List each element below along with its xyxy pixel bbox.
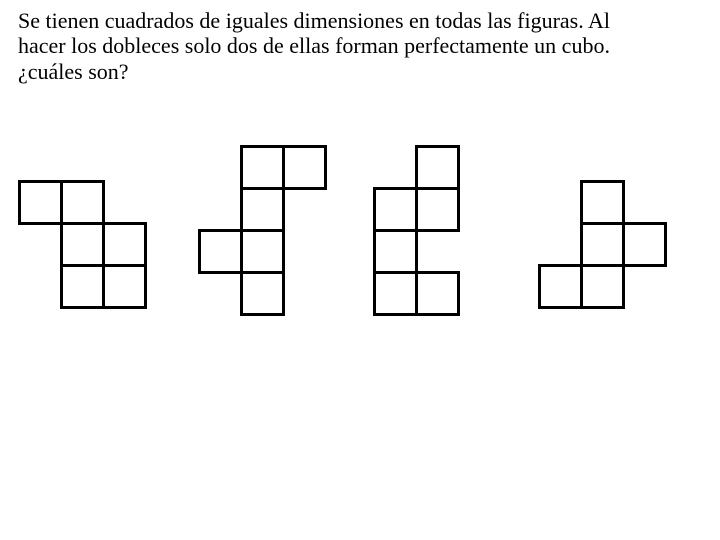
figure-3-cell: [415, 187, 460, 232]
figure-2-cell: [282, 145, 327, 190]
figure-3-cell: [373, 187, 418, 232]
figure-2-cell: [198, 229, 243, 274]
figures-container: [18, 145, 702, 405]
figure-4-cell: [580, 180, 625, 225]
figure-2-cell: [240, 271, 285, 316]
figure-2-cell: [240, 229, 285, 274]
figure-4-cell: [580, 264, 625, 309]
question-text: Se tienen cuadrados de iguales dimension…: [18, 8, 618, 84]
figure-2-cell: [240, 145, 285, 190]
page: Se tienen cuadrados de iguales dimension…: [0, 0, 720, 540]
figure-1-cell: [60, 180, 105, 225]
figure-1-cell: [60, 264, 105, 309]
figure-3-cell: [373, 229, 418, 274]
figure-4-cell: [580, 222, 625, 267]
figure-4-cell: [622, 222, 667, 267]
figure-1-cell: [60, 222, 105, 267]
figure-1-cell: [102, 222, 147, 267]
figure-1-cell: [102, 264, 147, 309]
figure-3-cell: [415, 145, 460, 190]
figure-3-cell: [415, 271, 460, 316]
figure-4-cell: [538, 264, 583, 309]
figure-1-cell: [18, 180, 63, 225]
figure-2-cell: [240, 187, 285, 232]
figure-3-cell: [373, 271, 418, 316]
